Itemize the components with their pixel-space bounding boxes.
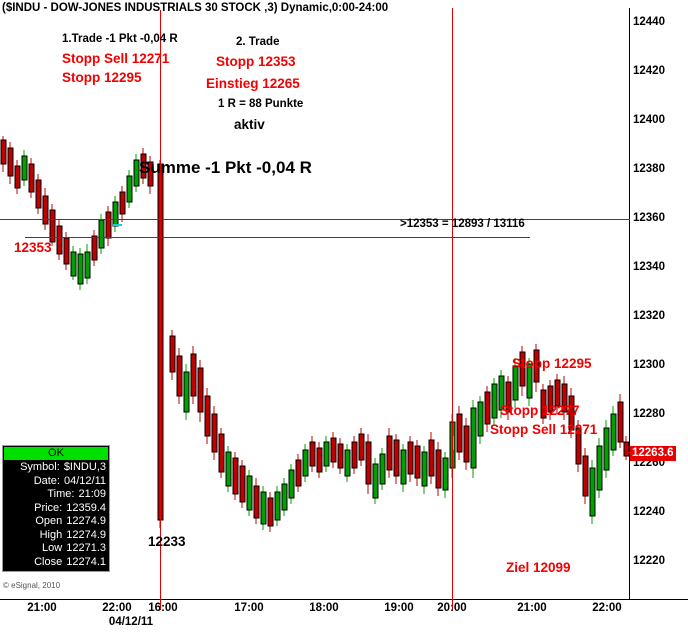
y-tick-label: 12280 xyxy=(633,408,665,420)
plot-right-border xyxy=(629,8,630,600)
info-label-price: Price: xyxy=(34,501,63,514)
y-tick-label: 12420 xyxy=(633,65,665,77)
info-label-open: Open xyxy=(35,515,63,527)
annotation-trade1-stopp-sell: Stopp Sell 12271 xyxy=(62,51,170,66)
info-value-high: 12274.9 xyxy=(66,528,106,541)
info-value-time: 21:09 xyxy=(78,488,106,500)
y-tick-label: 12340 xyxy=(633,261,665,273)
x-tick-label: 21:00 xyxy=(517,602,547,614)
info-row-high: High 12274.9 xyxy=(3,529,109,543)
info-row-price: Price: 12359.4 xyxy=(3,502,109,516)
info-row-low: Low 12271.3 xyxy=(3,542,109,556)
info-row-date: Date: 04/12/11 xyxy=(3,475,109,489)
annotation-trade1-header: 1.Trade -1 Pkt -0,04 R xyxy=(62,33,178,45)
x-tick-label: 22:00 xyxy=(592,602,622,614)
plot-bottom-border xyxy=(0,599,688,600)
annotation-right-stopp-12277: Stopp 12277 xyxy=(500,403,580,418)
y-tick-label: 12440 xyxy=(633,16,665,28)
annotation-trade2-header: 2. Trade xyxy=(236,36,280,48)
x-tick-label: 18:00 xyxy=(309,602,339,614)
entry-vline xyxy=(452,8,453,610)
copyright-notice: © eSignal, 2010 xyxy=(3,581,61,590)
info-label-low: Low xyxy=(42,542,63,554)
y-tick-label: 12400 xyxy=(633,114,665,126)
y-tick-label: 12360 xyxy=(633,212,665,224)
y-tick-label: 12240 xyxy=(633,506,665,518)
info-value-price: 12359.4 xyxy=(66,501,106,514)
info-label-close: Close xyxy=(34,555,63,568)
info-label-time: Time: xyxy=(47,488,75,500)
y-tick-label: 12300 xyxy=(633,359,665,371)
level-12360-hline xyxy=(0,219,630,220)
annotation-low-label: 12233 xyxy=(148,534,186,549)
info-value-low: 12271.3 xyxy=(66,542,106,554)
annotation-right-stopp-sell-12271: Stopp Sell 12271 xyxy=(490,422,598,437)
annotation-right-stopp-12295: Stopp 12295 xyxy=(512,356,592,371)
info-row-open: Open 12274.9 xyxy=(3,515,109,529)
annotation-summe: Summe -1 Pkt -0,04 R xyxy=(139,158,312,177)
annotation-level-formula: >12353 = 12893 / 13116 xyxy=(400,218,525,230)
x-tick-label: 19:00 xyxy=(384,602,414,614)
annotation-trade2-einstieg: Einstieg 12265 xyxy=(206,76,300,91)
price-marker-hline xyxy=(628,452,630,453)
y-axis[interactable]: 12440 12420 12400 12380 12360 12340 1232… xyxy=(630,8,688,600)
info-value-symbol: $INDU,3 xyxy=(63,461,106,473)
y-tick-label: 12320 xyxy=(633,310,665,322)
quote-info-box[interactable]: OK Symbol: $INDU,3 Date: 04/12/11 Time: … xyxy=(2,445,110,572)
annotation-trade2-stopp: Stopp 12353 xyxy=(216,54,296,69)
info-value-open: 12274.9 xyxy=(66,515,106,527)
annotation-trade2-status: aktiv xyxy=(234,117,265,132)
x-date-label: 04/12/11 xyxy=(108,616,154,628)
x-tick-label: 16:00 xyxy=(148,602,178,614)
info-value-close: 12274.1 xyxy=(66,555,106,568)
info-row-symbol: Symbol: $INDU,3 xyxy=(3,461,109,475)
x-tick-label: 21:00 xyxy=(27,602,57,614)
info-row-close: Close 12274.1 xyxy=(3,556,109,570)
current-price-marker: 12263.6 xyxy=(630,446,676,461)
x-tick-label: 22:00 xyxy=(102,602,132,614)
info-value-date: 04/12/11 xyxy=(63,474,106,487)
x-tick-label: 17:00 xyxy=(234,602,264,614)
info-label-date: Date: xyxy=(33,474,60,487)
y-tick-label: 12380 xyxy=(633,163,665,175)
annotation-trade1-stopp: Stopp 12295 xyxy=(62,70,142,85)
session-break-vline xyxy=(160,10,161,610)
info-label-symbol: Symbol: xyxy=(20,461,60,473)
y-tick-label: 12220 xyxy=(633,555,665,567)
info-label-high: High xyxy=(39,528,63,541)
info-status-badge: OK xyxy=(4,447,108,460)
annotation-left-level: 12353 xyxy=(14,240,52,255)
annotation-trade2-r-value: 1 R = 88 Punkte xyxy=(218,98,304,110)
info-row-time: Time: 21:09 xyxy=(3,488,109,502)
x-axis[interactable]: 21:00 22:00 16:00 17:00 18:00 19:00 20:0… xyxy=(0,600,630,634)
page-title: ($INDU - DOW-JONES INDUSTRIALS 30 STOCK … xyxy=(2,2,389,14)
annotation-ziel: Ziel 12099 xyxy=(506,560,571,575)
level-12353-hline xyxy=(25,237,530,238)
